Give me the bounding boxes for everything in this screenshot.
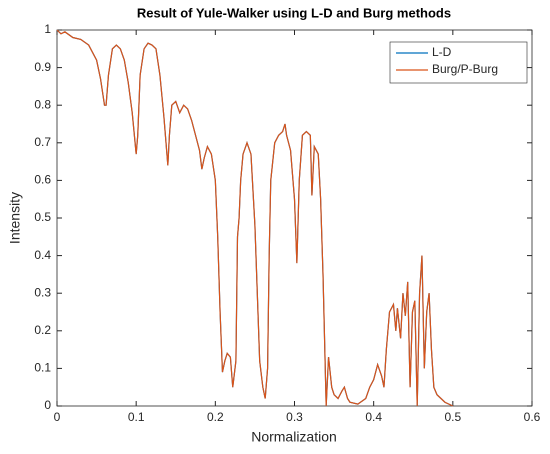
legend-label: L-D <box>432 45 452 59</box>
y-tick-label: 0.1 <box>34 361 51 375</box>
x-tick-label: 0.5 <box>444 410 461 424</box>
x-tick-label: 0.4 <box>365 410 382 424</box>
data-line <box>56 29 454 407</box>
legend-box <box>389 41 528 84</box>
y-tick-label: 0.7 <box>34 135 51 149</box>
y-tick-label: 0.5 <box>34 210 51 224</box>
y-tick-label: 0.4 <box>34 248 51 262</box>
x-axis-label: Normalization <box>251 429 337 445</box>
x-tick-label: 0.6 <box>524 410 541 424</box>
y-tick-label: 0 <box>44 398 51 412</box>
y-tick-label: 0.2 <box>34 323 51 337</box>
plot-area <box>56 29 533 407</box>
y-tick-label: 0.6 <box>34 173 51 187</box>
x-tick-label: 0.2 <box>207 410 224 424</box>
y-axis-label: Intensity <box>7 192 23 244</box>
x-tick-label: 0.3 <box>286 410 303 424</box>
y-tick-label: 0.9 <box>34 60 51 74</box>
x-tick-label: 0 <box>54 410 61 424</box>
chart-title: Result of Yule-Walker using L-D and Burg… <box>137 5 451 20</box>
x-tick-label: 0.1 <box>128 410 145 424</box>
y-tick-label: 1 <box>44 22 51 36</box>
y-tick-label: 0.8 <box>34 97 51 111</box>
y-tick-label: 0.3 <box>34 285 51 299</box>
legend-label: Burg/P-Burg <box>432 62 498 76</box>
